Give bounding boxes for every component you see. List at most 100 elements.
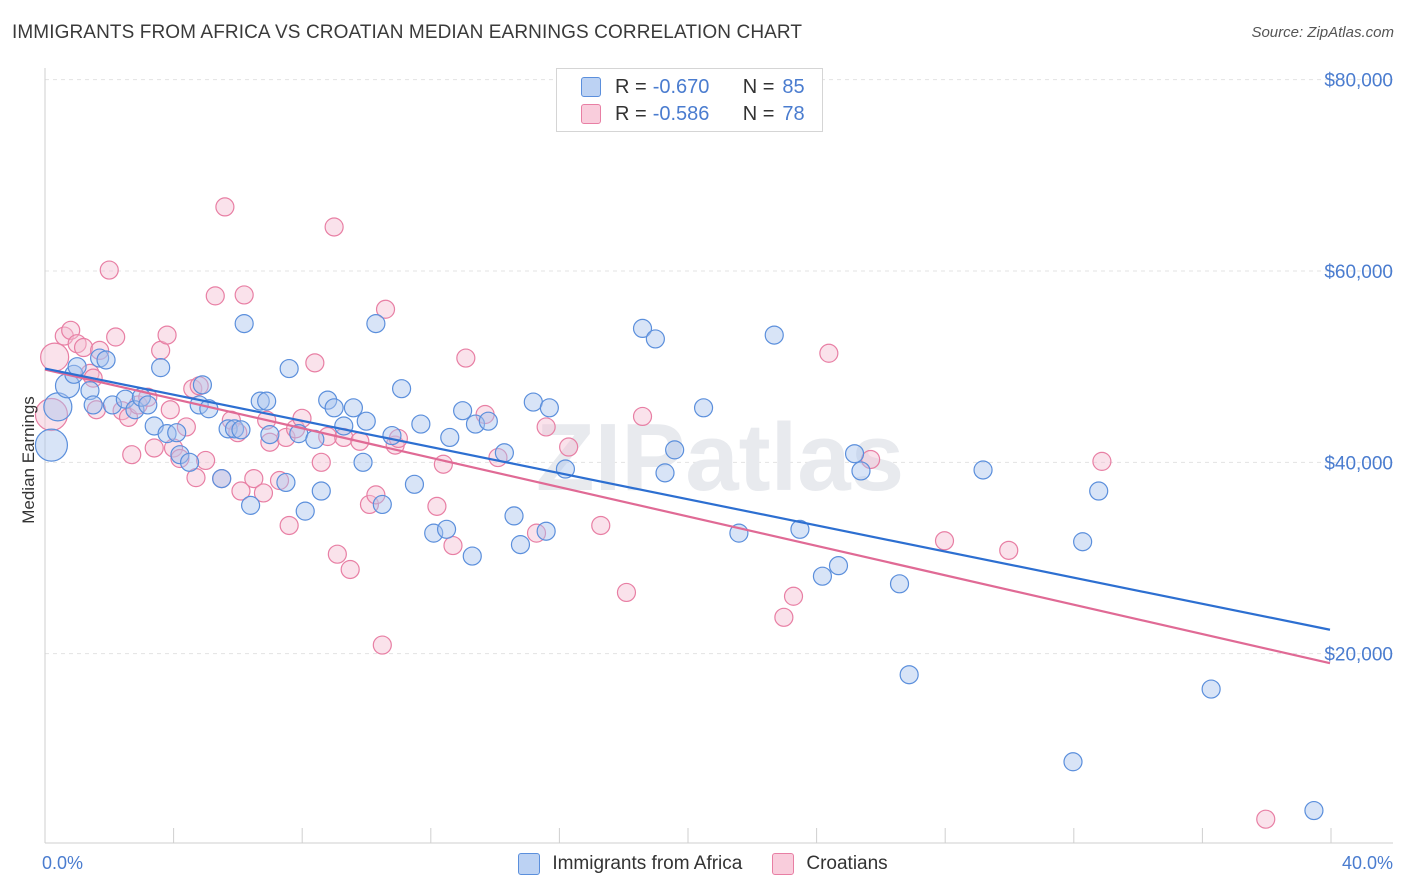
trend-line-croatians <box>44 368 1331 665</box>
data-point <box>645 329 665 349</box>
data-point <box>279 515 299 536</box>
legend-n-label: N = <box>742 102 775 125</box>
data-point <box>276 472 296 493</box>
data-point <box>616 582 637 603</box>
data-point <box>353 452 373 472</box>
data-point <box>764 325 784 345</box>
legend-row-africa: R = -0.670 N = 85 <box>581 74 805 100</box>
legend-item-croatians: Croatians <box>772 853 888 875</box>
data-point <box>1073 532 1093 552</box>
data-point <box>1092 451 1112 471</box>
data-point <box>176 417 196 437</box>
data-point <box>34 428 69 462</box>
series-legend: Immigrants from Africa Croatians <box>0 850 1406 878</box>
data-point <box>157 424 177 444</box>
data-point <box>324 217 344 237</box>
data-point <box>591 515 611 536</box>
data-point <box>144 438 164 458</box>
data-point <box>1063 752 1083 772</box>
y-tick-label: $40,000 <box>1324 453 1393 474</box>
data-point <box>231 481 251 501</box>
legend-swatch-pink <box>581 104 601 124</box>
data-point <box>844 444 865 464</box>
data-point <box>170 445 190 465</box>
data-point <box>790 519 810 539</box>
data-point <box>244 468 264 489</box>
legend-swatch-blue <box>581 77 601 97</box>
data-point <box>889 574 910 594</box>
data-point <box>157 325 177 345</box>
legend-r-label: R = <box>615 75 647 98</box>
data-point <box>366 314 386 334</box>
stats-legend: R = -0.670 N = 85 R = -0.586 N = 78 <box>556 68 823 132</box>
trend-line-africa <box>44 367 1331 631</box>
y-tick-label: $60,000 <box>1324 262 1393 283</box>
data-point <box>305 353 325 373</box>
chart-title: IMMIGRANTS FROM AFRICA VS CROATIAN MEDIA… <box>12 22 803 43</box>
data-point <box>828 556 849 576</box>
data-point <box>192 375 213 395</box>
data-point <box>80 380 100 401</box>
data-point <box>812 566 833 586</box>
data-point <box>819 343 839 363</box>
data-point <box>356 411 376 431</box>
grid <box>45 79 1393 655</box>
data-point <box>366 485 386 505</box>
data-point <box>440 427 460 448</box>
x-tick-label: 40.0% <box>1342 853 1393 873</box>
data-point <box>1256 809 1276 829</box>
data-point <box>115 389 135 409</box>
data-point <box>167 423 187 443</box>
data-point <box>343 398 363 418</box>
data-point <box>212 468 232 489</box>
data-point <box>427 496 447 516</box>
data-point <box>205 286 225 306</box>
data-point <box>456 348 476 368</box>
data-point <box>539 398 559 418</box>
data-point <box>138 395 158 415</box>
data-point <box>443 535 463 556</box>
watermark: ZIPatlas <box>536 404 904 511</box>
data-point <box>224 419 245 439</box>
data-point <box>327 544 347 564</box>
data-point <box>257 391 277 411</box>
data-point <box>250 391 270 411</box>
data-point <box>453 401 473 421</box>
data-point <box>215 197 235 217</box>
legend-r-value: -0.670 <box>652 75 710 98</box>
data-point <box>559 437 579 457</box>
data-point <box>424 523 444 543</box>
data-point <box>1304 800 1324 821</box>
legend-n-value: 78 <box>782 102 805 125</box>
axes <box>44 68 1393 844</box>
trend-lines <box>44 367 1331 665</box>
data-point <box>375 299 396 319</box>
data-point <box>536 417 556 437</box>
data-point <box>318 390 338 410</box>
legend-label-africa: Immigrants from Africa <box>552 853 743 874</box>
data-point <box>478 411 498 431</box>
data-point <box>462 546 482 566</box>
data-point <box>122 445 142 465</box>
data-point <box>90 340 110 361</box>
data-point <box>404 474 425 494</box>
legend-label-croatians: Croatians <box>806 853 888 874</box>
data-point <box>241 495 261 515</box>
data-point <box>1089 481 1109 501</box>
data-point <box>234 285 254 305</box>
data-point <box>1201 679 1221 699</box>
data-point <box>151 358 171 378</box>
data-point <box>934 531 955 551</box>
y-tick-label: $20,000 <box>1324 645 1393 666</box>
legend-r-value: -0.586 <box>652 102 710 125</box>
data-point <box>526 523 547 543</box>
data-point <box>632 318 653 338</box>
data-point <box>99 260 119 280</box>
legend-n-value: 85 <box>782 75 805 98</box>
data-point <box>999 540 1019 560</box>
x-tick-label: 0.0% <box>42 853 83 873</box>
data-point <box>783 586 804 606</box>
data-point <box>536 521 556 541</box>
data-point <box>391 379 412 399</box>
